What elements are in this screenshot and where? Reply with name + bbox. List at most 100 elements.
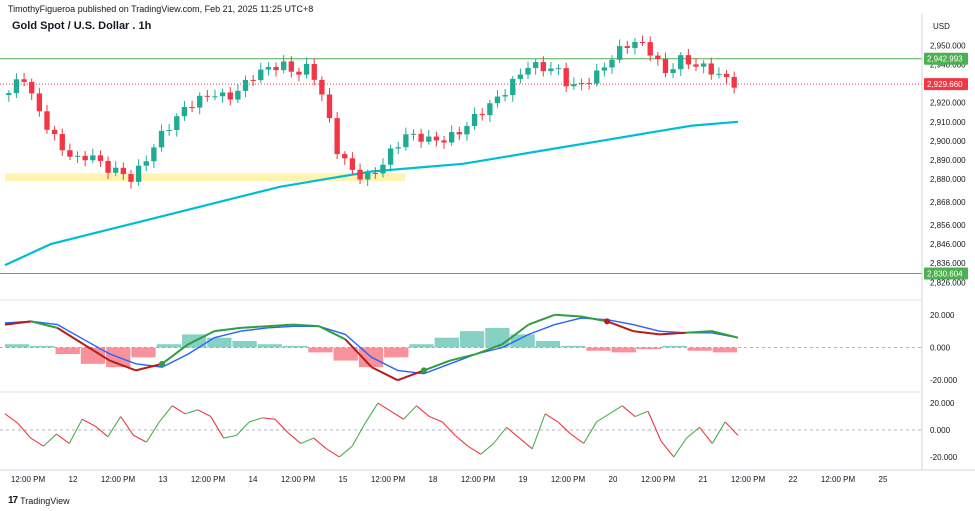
momentum-segment: [377, 402, 392, 412]
momentum-segment: [262, 417, 276, 420]
price-tag-bg: [924, 52, 968, 65]
histogram-bar: [586, 347, 611, 351]
candle-body: [197, 95, 203, 108]
wave-fast-segment: [344, 338, 373, 368]
candle-body: [510, 78, 516, 96]
candle-body: [716, 73, 722, 75]
momentum-segment: [107, 416, 122, 438]
histogram-bar: [434, 337, 459, 348]
momentum-segment: [313, 437, 327, 450]
candle-body: [571, 84, 577, 87]
candle-body: [395, 147, 401, 149]
candle-body: [21, 79, 27, 82]
histogram-bar: [5, 344, 30, 348]
histogram-bar: [459, 331, 485, 348]
wave-fast-segment: [554, 313, 581, 318]
histogram-bar: [485, 327, 510, 348]
candle-body: [90, 155, 96, 161]
axes: [0, 14, 975, 471]
oscillator-tick-label: -20.000: [930, 453, 958, 462]
cross-dot: [159, 360, 166, 367]
support-zone-rect: [5, 173, 405, 182]
wave-fast-segment: [83, 343, 111, 362]
momentum-segment: [338, 445, 353, 458]
candle-body: [357, 169, 363, 180]
momentum-segment: [596, 413, 610, 423]
candle-body: [456, 132, 462, 135]
candle-body: [265, 67, 272, 70]
momentum-segment: [673, 437, 688, 458]
histogram-bar: [207, 337, 232, 348]
momentum-segment: [609, 405, 623, 415]
time-tick-label: 12:00 PM: [371, 475, 406, 484]
wave-fast-segment: [292, 323, 320, 328]
time-tick-label: 13: [159, 475, 168, 484]
momentum-segment: [158, 405, 173, 423]
histogram-bar: [257, 344, 283, 348]
time-tick-label: 18: [429, 475, 438, 484]
time-tick-label: 12:00 PM: [461, 475, 496, 484]
time-tick-label: 15: [339, 475, 348, 484]
wave-fast-segment: [659, 331, 686, 336]
wave-fast-segment: [318, 325, 346, 341]
currency-label[interactable]: USD: [933, 22, 950, 31]
wave-fast-segment: [633, 330, 660, 336]
candle-body: [181, 107, 188, 117]
cross-dot: [604, 318, 611, 325]
momentum-segment: [364, 402, 379, 424]
candle-body: [250, 79, 256, 81]
candle-body: [51, 129, 58, 134]
symbol-title: Gold Spot / U.S. Dollar . 1h: [12, 20, 152, 32]
candle-body: [609, 59, 615, 68]
candle-body: [502, 95, 508, 97]
candle-body: [418, 133, 424, 142]
momentum-segment: [300, 437, 314, 444]
momentum-segment: [171, 405, 186, 415]
candle-body: [296, 71, 302, 75]
momentum-segment: [184, 409, 199, 415]
wave-fast-segment: [397, 369, 425, 382]
candle-body: [235, 90, 241, 100]
candle-body: [44, 111, 50, 130]
candle-body: [113, 167, 119, 173]
histogram-bar: [232, 340, 257, 348]
candle-body: [135, 165, 142, 182]
price-tag-bg: [924, 267, 968, 280]
oscillator-tick-label: 0.000: [930, 426, 951, 435]
momentum-segment: [145, 421, 160, 443]
candle-body: [311, 64, 317, 80]
wave-fast-segment: [187, 330, 215, 346]
candle-body: [342, 154, 348, 159]
ema-path: [4, 120, 739, 267]
price-tag-label: 2,830.604: [927, 270, 963, 279]
histogram-bar: [333, 347, 358, 361]
momentum-segment: [197, 409, 212, 418]
candle-body: [525, 68, 531, 75]
histogram-bar: [535, 340, 561, 348]
time-tick-label: 25: [879, 475, 888, 484]
time-tick-label: 14: [249, 475, 258, 484]
wave-fast-segment: [711, 330, 739, 339]
wave-fast-segment: [475, 343, 503, 355]
histogram-bar: [80, 347, 106, 364]
candle-body: [281, 61, 287, 71]
candle-body: [403, 134, 409, 148]
candle-body: [143, 161, 149, 166]
momentum-segment: [647, 410, 662, 441]
wave-fast-segment: [423, 359, 451, 372]
wave-fast-segment: [214, 326, 241, 333]
candle-body: [532, 62, 539, 69]
momentum-segment: [570, 433, 585, 444]
candle-body: [639, 41, 646, 43]
wave-fast-segment: [371, 366, 399, 382]
price-tick-label: 2,920.000: [930, 99, 966, 108]
tradingview-footer[interactable]: 17 TradingView: [8, 495, 70, 506]
candle-body: [158, 130, 165, 148]
time-axis-labels: 12:00 PM 12 12:00 PM 13 12:00 PM 14 12:00 PM 15…: [11, 475, 888, 484]
candle-body: [616, 46, 623, 60]
candle-body: [441, 140, 447, 143]
time-tick-label: 12:00 PM: [11, 475, 46, 484]
histogram-bar: [409, 344, 434, 348]
wave-slow-line: [4, 317, 739, 375]
